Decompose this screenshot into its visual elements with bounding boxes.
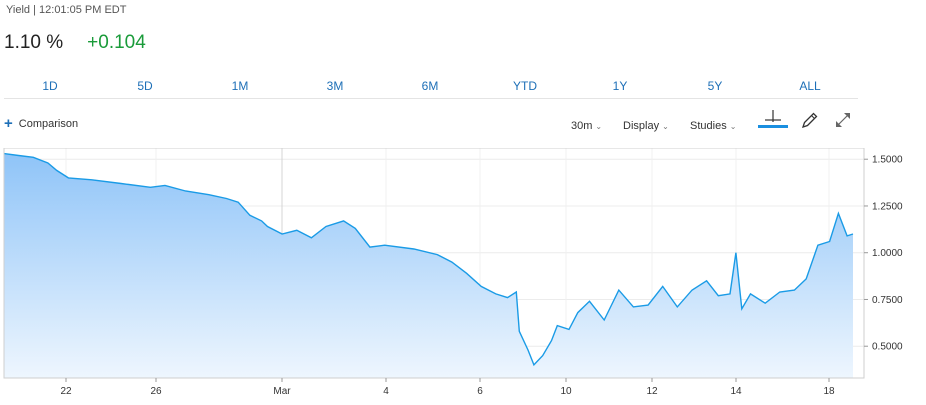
studies-label: Studies bbox=[690, 120, 727, 132]
tab-1d[interactable]: 1D bbox=[42, 79, 58, 93]
chevron-down-icon: ⌄ bbox=[662, 122, 669, 131]
crosshair-icon[interactable] bbox=[756, 108, 790, 130]
chevron-down-icon: ⌄ bbox=[729, 122, 737, 131]
tab-3m[interactable]: 3M bbox=[326, 79, 344, 93]
tab-5y[interactable]: 5Y bbox=[707, 79, 723, 93]
price-row: 1.10 % +0.104 bbox=[4, 32, 146, 54]
chevron-down-icon: ⌄ bbox=[595, 122, 603, 131]
display-label: Display bbox=[623, 120, 660, 132]
tab-1m[interactable]: 1M bbox=[231, 79, 249, 93]
y-tick-label: 0.5000 bbox=[872, 342, 903, 353]
y-axis: 1.5000 1.2500 1.0000 0.7500 0.5000 bbox=[864, 155, 903, 353]
y-tick-label: 1.5000 bbox=[872, 155, 903, 166]
quote-timestamp: Yield | 12:01:05 PM EDT bbox=[6, 4, 127, 16]
tab-6m[interactable]: 6M bbox=[421, 79, 439, 93]
x-axis: 22 26 Mar 4 6 10 12 14 18 bbox=[60, 378, 835, 397]
chart-toolbar: + Comparison 30m ⌄ Display ⌄ Studies ⌄ bbox=[0, 110, 860, 140]
studies-dropdown[interactable]: Studies ⌄ bbox=[690, 120, 736, 132]
plus-icon: + bbox=[4, 115, 13, 132]
expand-icon[interactable] bbox=[833, 110, 853, 130]
interval-dropdown[interactable]: 30m ⌄ bbox=[571, 120, 602, 132]
display-dropdown[interactable]: Display ⌄ bbox=[623, 120, 669, 132]
yield-chart: 1.5000 1.2500 1.0000 0.7500 0.5000 22 26 Mar 4 6… bbox=[3, 148, 903, 397]
x-tick-label: 6 bbox=[477, 386, 483, 397]
yield-value: 1.10 % bbox=[4, 32, 64, 53]
range-tabs: 1D 5D 1M 3M 6M YTD 1Y 5Y ALL bbox=[4, 76, 858, 99]
plot-frame bbox=[3, 148, 865, 379]
x-tick-label: 18 bbox=[823, 386, 835, 397]
x-tick-label: 26 bbox=[150, 386, 162, 397]
yield-change: +0.104 bbox=[87, 32, 146, 53]
tab-all[interactable]: ALL bbox=[799, 79, 821, 93]
y-tick-label: 1.0000 bbox=[872, 248, 903, 259]
comparison-button[interactable]: + Comparison bbox=[4, 115, 79, 132]
yield-line bbox=[3, 152, 854, 367]
x-tick-label: 10 bbox=[560, 386, 572, 397]
y-tick-label: 1.2500 bbox=[872, 201, 903, 212]
area-fill bbox=[4, 153, 853, 378]
pencil-icon[interactable] bbox=[800, 110, 820, 130]
x-tick-label: Mar bbox=[273, 386, 291, 397]
comparison-label: Comparison bbox=[18, 118, 79, 130]
x-tick-label: 4 bbox=[383, 386, 389, 397]
y-tick-label: 0.7500 bbox=[872, 295, 903, 306]
x-tick-label: 12 bbox=[646, 386, 658, 397]
x-tick-label: 14 bbox=[730, 386, 742, 397]
interval-label: 30m bbox=[571, 120, 593, 132]
x-tick-label: 22 bbox=[60, 386, 72, 397]
tab-ytd[interactable]: YTD bbox=[513, 79, 537, 93]
tab-5d[interactable]: 5D bbox=[137, 79, 153, 93]
tab-1y[interactable]: 1Y bbox=[612, 79, 628, 93]
